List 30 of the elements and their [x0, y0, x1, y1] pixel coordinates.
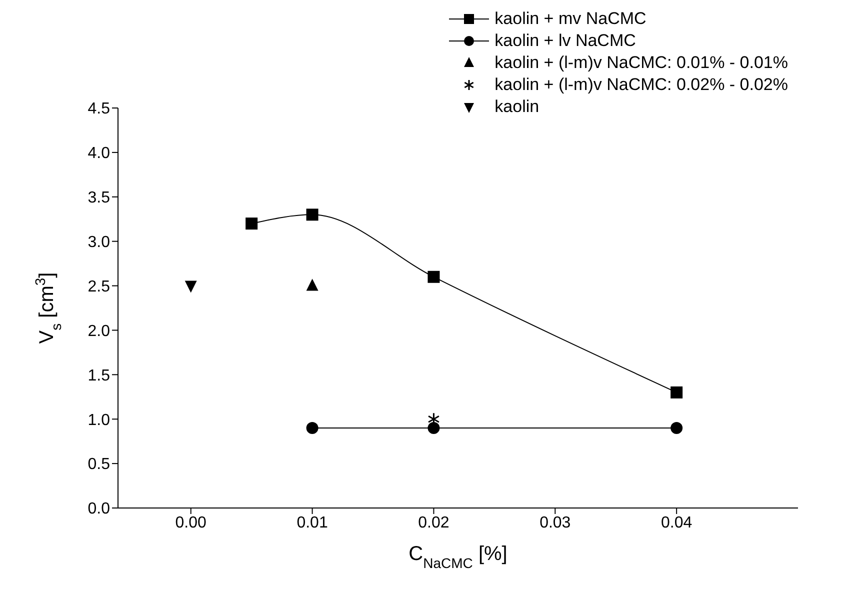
legend-label: kaolin + (l-m)v NaCMC: 0.01% - 0.01% [494, 53, 788, 73]
x-tick-label: 0.03 [540, 514, 571, 532]
legend-label: kaolin [494, 97, 540, 117]
point [184, 280, 197, 293]
y-tick-label: 1.5 [88, 367, 110, 384]
point [428, 422, 440, 434]
y-tick-label: 4.5 [88, 100, 110, 118]
y-tick-label: 3.5 [88, 190, 110, 207]
legend-label: kaolin + lv NaCMC [494, 31, 636, 51]
y-tick-label: 3.0 [88, 234, 110, 252]
point [306, 208, 318, 221]
x-tick-label: 0.00 [175, 514, 207, 532]
x-tick-label: 0.01 [296, 514, 328, 532]
point [670, 422, 683, 434]
x-tick-label: 0.04 [661, 514, 692, 532]
x-tick-label: 0.02 [418, 514, 450, 532]
y-tick-label: 2.5 [88, 278, 110, 296]
legend-label: kaolin + mv NaCMC [494, 9, 646, 29]
y-tick-label: 1.0 [88, 412, 110, 429]
point [306, 278, 318, 291]
point [670, 386, 683, 398]
y-tick-label: 0.0 [88, 500, 110, 518]
legend-label: kaolin + (l-m)v NaCMC: 0.02% - 0.02% [494, 75, 788, 95]
y-tick-label: 4.0 [88, 145, 110, 162]
point [428, 270, 440, 283]
y-tick-label: 2.0 [88, 322, 110, 340]
y-tick-label: 0.5 [88, 456, 110, 474]
x-axis-title: C$_{NaCMC}$ [%] [408, 543, 508, 571]
point [306, 422, 318, 434]
point [246, 218, 258, 230]
